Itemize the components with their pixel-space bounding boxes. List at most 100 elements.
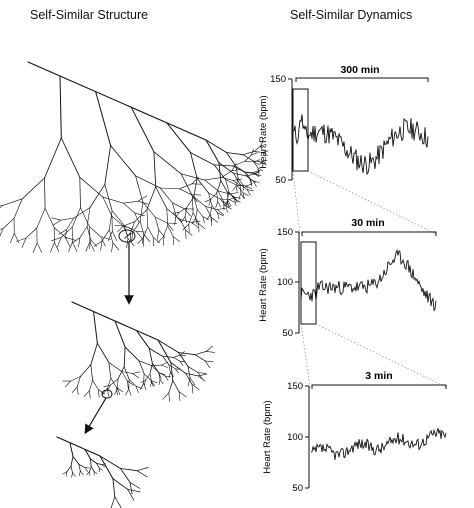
tree-branch: [96, 463, 100, 469]
tree-branch: [123, 200, 139, 204]
tree-branch: [73, 207, 91, 219]
tree-branch: [210, 216, 218, 223]
tree-branch: [65, 380, 71, 388]
tree-branch: [140, 379, 146, 383]
structure-title: Self-Similar Structure: [30, 8, 149, 22]
tree-branch: [204, 177, 223, 181]
y-axis-label: Heart Rate (bpm): [258, 248, 269, 321]
tree-branch: [36, 242, 42, 253]
y-tick-label: 150: [287, 381, 303, 392]
tree-branch: [189, 377, 196, 386]
tree-branch: [60, 137, 81, 178]
tree-branch: [166, 122, 191, 154]
tree-branch: [1, 198, 23, 207]
tree-branch: [204, 360, 211, 369]
tree-branch: [127, 380, 134, 386]
tree-branch: [217, 212, 224, 216]
tree-branch: [137, 237, 144, 245]
tree-branch: [146, 209, 149, 228]
tree-branch: [245, 172, 255, 174]
tree-branch: [180, 173, 206, 181]
tree-branch: [178, 207, 187, 213]
tree-branch: [60, 226, 73, 238]
tree-branch: [135, 175, 161, 189]
tree-branch: [242, 184, 245, 191]
tree-branch: [254, 151, 263, 153]
tree-branch: [151, 381, 155, 387]
tree-branch: [226, 152, 244, 156]
tree-branch: [126, 238, 129, 249]
tree-branch: [220, 180, 228, 193]
tree-branch: [62, 471, 68, 475]
tree-branch: [100, 236, 106, 247]
tree-branch: [96, 463, 103, 465]
tree-branch: [54, 242, 60, 253]
tree-branch: [260, 144, 267, 147]
tree-branch: [104, 184, 113, 212]
tree-branch: [86, 226, 91, 240]
tree-branch: [185, 229, 193, 236]
tree-branch: [197, 375, 206, 382]
tree-branch: [66, 465, 72, 472]
tree-branch: [244, 154, 252, 162]
tree-branch: [95, 91, 112, 147]
tree-branch: [219, 198, 227, 207]
large-branching-tree: [0, 61, 269, 253]
tree-branch: [253, 171, 261, 174]
tree-branch: [110, 378, 119, 386]
tree-branch: [25, 227, 38, 239]
tree-branch: [226, 152, 237, 167]
tree-branch: [149, 363, 153, 375]
tree-branch: [237, 177, 244, 186]
tree-branch: [143, 233, 150, 242]
tree-branch: [101, 229, 110, 242]
tree-branch: [178, 352, 189, 367]
tree-branch: [21, 177, 45, 200]
tree-branch: [252, 160, 259, 169]
tree-branch: [128, 379, 137, 387]
tree-branch: [161, 364, 169, 368]
tree-branch: [100, 236, 112, 240]
tree-branch: [123, 366, 130, 380]
span-label: 3 min: [365, 370, 392, 382]
tree-branch: [99, 455, 121, 469]
tree-branch: [159, 187, 173, 204]
tree-branch: [111, 242, 114, 253]
tree-branch: [153, 151, 157, 188]
tree-branch: [168, 380, 174, 394]
tree-branch: [0, 228, 4, 230]
tree-branch: [70, 376, 81, 382]
tree-branch: [231, 169, 241, 172]
tree-branch: [110, 145, 137, 177]
tree-branch: [72, 241, 78, 252]
tree-branch: [246, 189, 254, 192]
tree-branch: [149, 373, 152, 382]
tree-branch: [164, 375, 169, 381]
tree-branch: [204, 179, 219, 192]
tree-branch: [216, 207, 226, 210]
tree-branch: [217, 212, 220, 220]
tree-branch: [187, 366, 191, 379]
panel-30min: 150 100 50 Heart Rate (bpm) 30 min: [258, 217, 437, 339]
panel-3min: 150 100 50 Heart Rate (bpm) 3 min: [262, 370, 447, 494]
tree-branch: [158, 371, 161, 380]
tree-branch: [123, 202, 135, 214]
span-label: 30 min: [351, 217, 384, 229]
tree-branch: [123, 221, 135, 227]
tree-branch: [239, 183, 242, 194]
tree-branch: [152, 237, 160, 243]
tree-branch: [76, 386, 79, 395]
tree-branch: [252, 160, 262, 163]
tree-branch: [127, 380, 129, 389]
tree-branch: [233, 172, 247, 177]
tree-branch: [143, 373, 145, 384]
tree-branch: [168, 364, 171, 373]
tree-branch: [180, 354, 186, 356]
tree-branch: [70, 455, 74, 467]
tree-branch: [194, 351, 207, 356]
tree-branch: [65, 229, 67, 239]
tree-branch: [157, 339, 179, 353]
tree-branch: [103, 384, 111, 388]
tree-branch: [134, 212, 140, 223]
tree-branch: [179, 219, 192, 223]
